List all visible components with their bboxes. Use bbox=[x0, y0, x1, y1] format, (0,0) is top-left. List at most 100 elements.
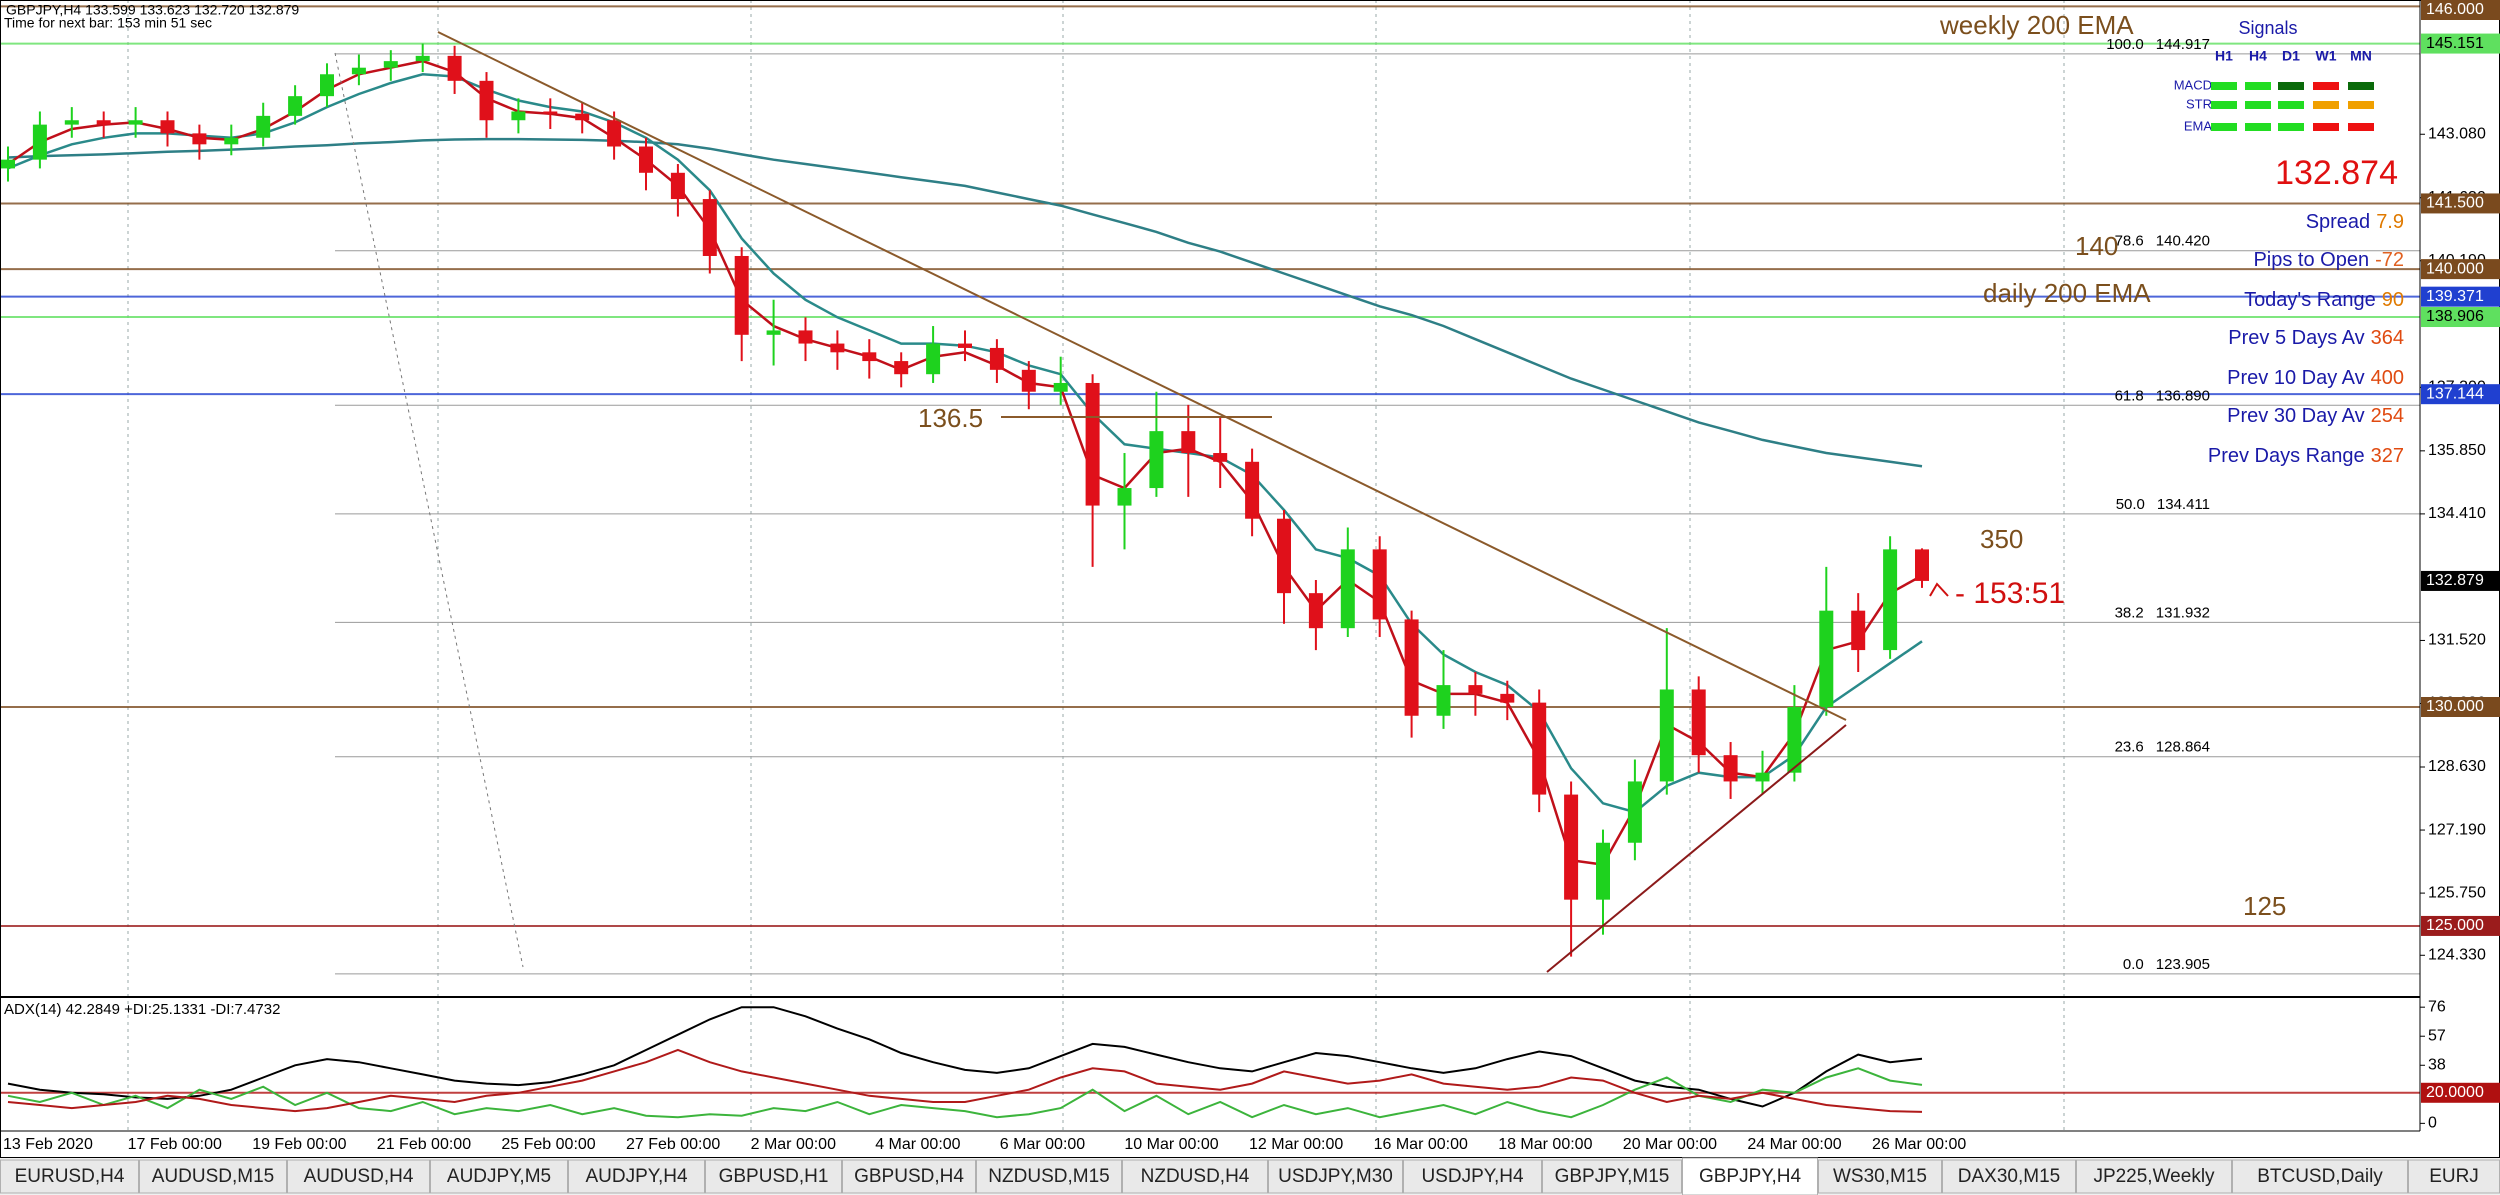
signal-cell bbox=[2245, 123, 2271, 131]
candle-body bbox=[989, 347, 1004, 370]
candle-body bbox=[1, 159, 15, 169]
candle-body bbox=[1851, 610, 1866, 651]
fib-price: 128.864 bbox=[2156, 739, 2210, 756]
tab[interactable] bbox=[842, 1159, 976, 1194]
x-tick-label: 6 Mar 00:00 bbox=[1000, 1136, 1085, 1153]
tab-label[interactable]: AUDUSD,M15 bbox=[152, 1166, 274, 1187]
tab-label[interactable]: JP225,Weekly bbox=[2093, 1166, 2215, 1187]
annotation: 140 bbox=[2075, 231, 2118, 261]
tab[interactable] bbox=[1268, 1159, 1403, 1194]
level-box bbox=[2421, 1082, 2500, 1103]
y-tick-label: 131.520 bbox=[2428, 632, 2486, 649]
tab-label[interactable]: USDJPY,M30 bbox=[1278, 1166, 1393, 1187]
tab-label[interactable]: AUDUSD,H4 bbox=[304, 1166, 414, 1187]
x-tick-label: 25 Feb 00:00 bbox=[501, 1136, 595, 1153]
signal-cell bbox=[2313, 123, 2339, 131]
tab[interactable] bbox=[1403, 1159, 1542, 1194]
tab-label[interactable]: GBPJPY,H4 bbox=[1699, 1166, 1802, 1187]
candle-body bbox=[1085, 382, 1100, 506]
fib-label: 100.0 144.917 bbox=[2106, 36, 2210, 53]
candle-body bbox=[639, 146, 653, 173]
tab-label[interactable]: GBPUSD,H1 bbox=[719, 1166, 829, 1187]
fib-label: 50.0 134.411 bbox=[2116, 496, 2210, 513]
signal-cell bbox=[2245, 82, 2271, 90]
level-label: 146.000 bbox=[2426, 1, 2484, 18]
tab[interactable] bbox=[2076, 1159, 2232, 1194]
tab[interactable] bbox=[0, 1159, 139, 1194]
tab[interactable] bbox=[705, 1159, 842, 1194]
signal-column: W1 bbox=[2316, 48, 2337, 64]
tab-label[interactable]: NZDUSD,M15 bbox=[988, 1166, 1109, 1187]
tab-label[interactable]: EURJ bbox=[2429, 1166, 2479, 1187]
info-label: Prev Days Range bbox=[2208, 445, 2365, 467]
countdown: - 153:51 bbox=[1955, 577, 2065, 610]
tab[interactable] bbox=[1682, 1157, 1818, 1195]
tab[interactable] bbox=[287, 1159, 430, 1194]
signal-cell bbox=[2278, 82, 2304, 90]
candle-body bbox=[224, 137, 239, 145]
tab-label[interactable]: AUDJPY,M5 bbox=[447, 1166, 551, 1187]
tab-label[interactable]: USDJPY,H4 bbox=[1421, 1166, 1524, 1187]
tab-bar: EURUSD,H4 AUDUSD,M15 AUDUSD,H4 AUDJPY,M5 AUD… bbox=[0, 1157, 2500, 1195]
fib-price: 134.411 bbox=[2157, 496, 2210, 513]
candle-body bbox=[160, 120, 175, 134]
candle-body bbox=[1564, 794, 1579, 900]
y-tick-label: 124.330 bbox=[2428, 946, 2486, 963]
signal-column: MN bbox=[2350, 48, 2372, 64]
tab[interactable] bbox=[2232, 1159, 2408, 1194]
level-box bbox=[2421, 696, 2500, 717]
tab[interactable] bbox=[976, 1159, 1122, 1194]
tab[interactable] bbox=[1542, 1159, 1682, 1194]
level-box bbox=[2421, 33, 2500, 54]
fib-label: 61.8 136.890 bbox=[2115, 387, 2210, 404]
tab-label[interactable]: WS30,M15 bbox=[1833, 1166, 1927, 1187]
candle-body bbox=[1053, 382, 1068, 392]
candle-body bbox=[1915, 549, 1929, 581]
candle-body bbox=[958, 343, 972, 348]
fib-price: 136.890 bbox=[2156, 387, 2210, 404]
signal-column: H1 bbox=[2215, 48, 2233, 64]
candle-body bbox=[798, 330, 813, 344]
annotation: 350 bbox=[1980, 524, 2023, 554]
tab-label[interactable]: DAX30,M15 bbox=[1958, 1166, 2060, 1187]
tab[interactable] bbox=[2408, 1159, 2500, 1194]
x-tick-label: 26 Mar 00:00 bbox=[1872, 1136, 1966, 1153]
candle-body bbox=[1213, 453, 1228, 462]
fib-label: 78.6 140.420 bbox=[2115, 233, 2210, 250]
signals-title: Signals bbox=[2238, 18, 2297, 38]
tab-label[interactable]: EURUSD,H4 bbox=[15, 1166, 125, 1187]
tab[interactable] bbox=[568, 1159, 705, 1194]
x-tick-label: 16 Mar 00:00 bbox=[1374, 1136, 1468, 1153]
x-tick-label: 27 Feb 00:00 bbox=[626, 1136, 720, 1153]
tab-label[interactable]: GBPJPY,M15 bbox=[1555, 1166, 1670, 1187]
fib-ratio: 50.0 bbox=[2116, 496, 2145, 513]
level-box bbox=[2421, 915, 2500, 936]
candle-body bbox=[670, 172, 685, 200]
arrow bbox=[1929, 582, 1949, 597]
tab[interactable] bbox=[1122, 1159, 1268, 1194]
fib-ratio: 78.6 bbox=[2115, 233, 2144, 250]
timer: Time for next bar: 153 min 51 sec bbox=[4, 15, 212, 31]
info-row: Prev 10 Day Av 400 bbox=[2227, 367, 2404, 389]
tab[interactable] bbox=[430, 1159, 568, 1194]
tab[interactable] bbox=[1942, 1159, 2076, 1194]
info-value: 254 bbox=[2371, 405, 2404, 427]
tab[interactable] bbox=[139, 1159, 287, 1194]
signal-cell bbox=[2245, 101, 2271, 109]
tab-label[interactable]: AUDJPY,H4 bbox=[585, 1166, 688, 1187]
indicator-title: ADX(14) 42.2849 +DI:25.1331 -DI:7.4732 bbox=[4, 1001, 280, 1018]
tab-label[interactable]: GBPUSD,H4 bbox=[854, 1166, 964, 1187]
under-layer: 100.0 144.917 78.6 140.420 61.8 136.890 50.0 13… bbox=[0, 0, 2420, 1131]
candle-body bbox=[1468, 685, 1483, 694]
info-value: 90 bbox=[2382, 289, 2404, 311]
tab-label[interactable]: BTCUSD,Daily bbox=[2257, 1166, 2383, 1187]
info-value: 7.9 bbox=[2376, 211, 2404, 233]
tab[interactable] bbox=[1818, 1159, 1942, 1194]
marks-layer bbox=[1, 43, 1929, 1119]
signal-cell bbox=[2278, 123, 2304, 131]
tab-label[interactable]: NZDUSD,H4 bbox=[1141, 1166, 1250, 1187]
candle-body bbox=[64, 120, 79, 125]
y-tick-label: 57 bbox=[2428, 1027, 2446, 1044]
symbol-line: GBPJPY,H4 133.599 133.623 132.720 132.87… bbox=[6, 2, 299, 18]
